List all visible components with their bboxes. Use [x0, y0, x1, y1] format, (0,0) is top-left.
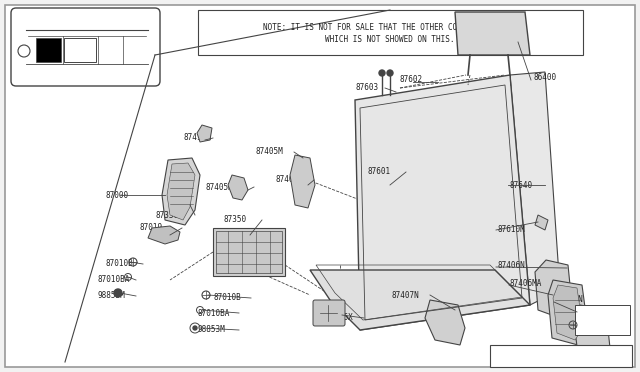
- Polygon shape: [575, 305, 610, 358]
- Text: 87406M: 87406M: [275, 176, 303, 185]
- Polygon shape: [310, 270, 530, 330]
- Text: 87406N: 87406N: [498, 260, 525, 269]
- Polygon shape: [535, 215, 548, 230]
- Text: 87331N: 87331N: [556, 295, 584, 305]
- Circle shape: [114, 289, 122, 297]
- Bar: [36, 38, 61, 62]
- Text: 8741BM: 8741BM: [183, 134, 211, 142]
- Polygon shape: [553, 285, 583, 340]
- FancyBboxPatch shape: [313, 300, 345, 326]
- Polygon shape: [535, 260, 572, 318]
- Text: 87610M: 87610M: [498, 225, 525, 234]
- Text: 86400: 86400: [533, 74, 556, 83]
- Text: 87405MA: 87405MA: [205, 183, 237, 192]
- Text: 87405M: 87405M: [256, 148, 284, 157]
- Text: 87010BA: 87010BA: [98, 276, 131, 285]
- Polygon shape: [167, 163, 195, 220]
- Text: <B6842M>: <B6842M>: [587, 326, 617, 330]
- Bar: [213, 228, 285, 276]
- Polygon shape: [197, 125, 212, 142]
- Polygon shape: [290, 155, 315, 208]
- Bar: [575, 305, 630, 335]
- Polygon shape: [228, 175, 248, 200]
- Text: 87330N: 87330N: [155, 211, 183, 219]
- Text: NOTE: IT IS NOT FOR SALE THAT THE OTHER COMPONENT PARTS: NOTE: IT IS NOT FOR SALE THAT THE OTHER …: [263, 22, 517, 32]
- Polygon shape: [455, 12, 530, 55]
- Text: 87602: 87602: [400, 76, 423, 84]
- Polygon shape: [510, 72, 560, 305]
- Polygon shape: [425, 300, 465, 345]
- Bar: [490, 345, 632, 367]
- Text: 98856X: 98856X: [325, 314, 353, 323]
- Bar: [198, 10, 583, 55]
- Polygon shape: [355, 75, 530, 330]
- Circle shape: [379, 70, 385, 76]
- Text: 98853M: 98853M: [98, 292, 125, 301]
- Bar: [64, 38, 96, 62]
- Text: 98853M: 98853M: [198, 326, 226, 334]
- Circle shape: [193, 326, 197, 330]
- Text: 87010B: 87010B: [213, 294, 241, 302]
- Text: 87350: 87350: [224, 215, 247, 224]
- Text: 87603: 87603: [356, 83, 379, 93]
- Polygon shape: [162, 158, 200, 225]
- Text: 87010BA: 87010BA: [198, 308, 230, 317]
- Text: 87019: 87019: [140, 224, 163, 232]
- Text: 87000: 87000: [105, 190, 128, 199]
- Text: 87601: 87601: [368, 167, 391, 176]
- Text: X8700042: X8700042: [536, 351, 586, 361]
- Text: 87407N: 87407N: [392, 291, 420, 299]
- Text: SEC.B6B: SEC.B6B: [589, 315, 615, 321]
- Polygon shape: [548, 280, 588, 345]
- Text: 87010B: 87010B: [105, 260, 132, 269]
- FancyBboxPatch shape: [11, 8, 160, 86]
- Text: 87640: 87640: [510, 180, 533, 189]
- Bar: [216, 231, 282, 273]
- Circle shape: [387, 70, 393, 76]
- Text: WHICH IS NOT SHOWED ON THIS.: WHICH IS NOT SHOWED ON THIS.: [325, 35, 455, 45]
- Text: 87406MA: 87406MA: [510, 279, 542, 288]
- Polygon shape: [148, 226, 180, 244]
